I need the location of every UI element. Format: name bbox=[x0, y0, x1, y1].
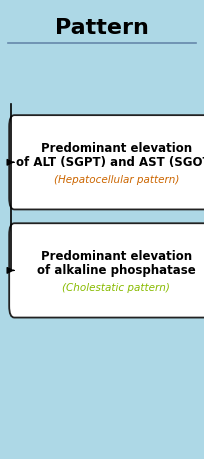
Text: (Cholestatic pattern): (Cholestatic pattern) bbox=[62, 283, 170, 293]
Text: Predominant elevation: Predominant elevation bbox=[41, 249, 192, 262]
Text: of ALT (SGPT) and AST (SGOT): of ALT (SGPT) and AST (SGOT) bbox=[16, 156, 204, 168]
Text: (Hepatocellular pattern): (Hepatocellular pattern) bbox=[54, 175, 179, 185]
Text: Predominant elevation: Predominant elevation bbox=[41, 141, 192, 154]
FancyBboxPatch shape bbox=[9, 116, 204, 210]
Text: Pattern: Pattern bbox=[55, 17, 149, 38]
FancyBboxPatch shape bbox=[9, 224, 204, 318]
Text: of alkaline phosphatase: of alkaline phosphatase bbox=[37, 263, 196, 276]
